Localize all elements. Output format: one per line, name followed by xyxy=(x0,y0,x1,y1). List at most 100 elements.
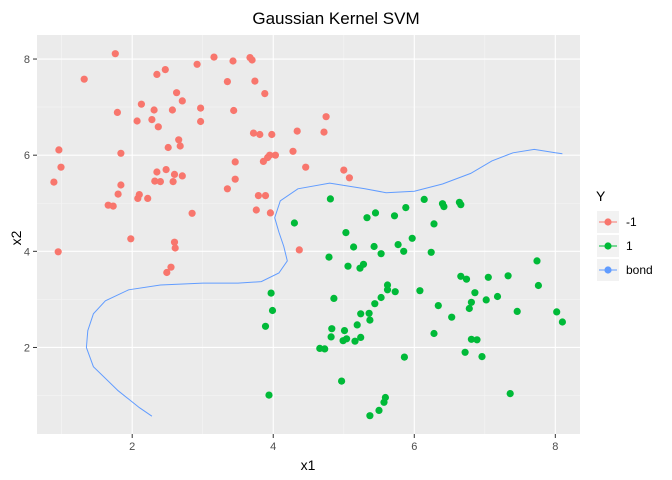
data-point xyxy=(322,113,330,121)
data-point xyxy=(448,313,456,321)
data-point xyxy=(173,89,181,97)
data-point xyxy=(462,275,471,283)
data-point xyxy=(210,53,218,61)
data-point xyxy=(150,106,158,114)
x-axis-title: x1 xyxy=(301,457,316,473)
data-point xyxy=(252,206,260,214)
data-point xyxy=(400,247,408,255)
data-point xyxy=(163,268,171,277)
data-point xyxy=(170,170,179,178)
data-point xyxy=(148,116,156,124)
data-point xyxy=(57,163,65,171)
y-tick-label: 8 xyxy=(24,54,30,66)
data-point xyxy=(290,219,298,227)
data-point xyxy=(144,194,152,202)
data-point xyxy=(365,309,373,317)
data-point xyxy=(302,163,310,171)
data-point xyxy=(231,158,239,166)
data-point xyxy=(330,294,338,302)
data-point xyxy=(168,106,176,114)
data-point xyxy=(320,128,328,136)
data-point xyxy=(197,104,205,112)
data-point xyxy=(371,209,380,217)
legend-label: bond xyxy=(626,263,653,277)
data-point xyxy=(162,166,170,174)
legend-label: 1 xyxy=(626,239,633,253)
data-point xyxy=(164,143,172,152)
data-point xyxy=(340,166,348,174)
chart-title: Gaussian Kernel SVM xyxy=(252,9,419,28)
data-point xyxy=(117,149,125,157)
data-point xyxy=(534,281,543,290)
data-point xyxy=(340,327,349,335)
data-point xyxy=(127,235,135,243)
data-point xyxy=(558,318,567,326)
data-point xyxy=(137,100,145,108)
data-point xyxy=(394,241,402,249)
data-point xyxy=(402,204,410,212)
data-point xyxy=(229,57,237,65)
data-point xyxy=(133,117,141,125)
data-point xyxy=(289,147,297,155)
legend-key xyxy=(597,259,619,281)
legend-title: Y xyxy=(596,188,606,204)
data-point xyxy=(366,316,374,324)
data-point xyxy=(197,117,205,126)
data-point xyxy=(154,123,162,131)
data-point xyxy=(325,253,333,261)
data-point xyxy=(151,177,159,185)
data-point xyxy=(371,300,379,308)
data-point xyxy=(506,390,514,398)
data-point xyxy=(223,185,231,193)
data-point xyxy=(271,151,279,159)
data-point xyxy=(113,108,121,116)
legend-key xyxy=(597,235,619,257)
data-point xyxy=(80,75,88,83)
y-axis-ticks: 2 4 6 8 xyxy=(24,54,37,354)
data-point xyxy=(167,263,175,271)
data-point xyxy=(169,178,177,186)
data-point xyxy=(363,214,371,222)
data-point xyxy=(251,77,259,85)
data-point xyxy=(267,289,275,297)
data-point xyxy=(343,335,351,343)
data-point xyxy=(266,209,274,217)
bond-line xyxy=(85,148,563,417)
data-point xyxy=(265,391,273,399)
data-point xyxy=(416,287,424,295)
points-layer xyxy=(50,50,567,420)
data-point xyxy=(109,202,117,210)
legend-items: -1 1 bond xyxy=(597,211,653,281)
data-point xyxy=(223,78,231,86)
data-point xyxy=(326,195,334,203)
data-point xyxy=(188,209,196,217)
x-tick-label: 2 xyxy=(129,441,135,453)
data-point xyxy=(400,353,408,361)
data-point xyxy=(504,272,512,280)
data-point xyxy=(434,302,442,310)
data-point xyxy=(134,194,142,202)
data-point xyxy=(256,130,264,139)
data-point xyxy=(178,97,186,105)
data-point xyxy=(114,190,122,198)
legend-label: -1 xyxy=(626,215,637,229)
data-point xyxy=(328,325,336,333)
data-point xyxy=(377,250,385,258)
data-point xyxy=(350,243,358,251)
legend: Y -1 1 bond xyxy=(596,188,653,281)
data-point xyxy=(493,292,502,301)
data-point xyxy=(327,333,335,341)
data-point xyxy=(261,90,269,98)
x-tick-label: 6 xyxy=(411,441,417,453)
data-point xyxy=(375,406,383,414)
data-point xyxy=(156,178,164,186)
data-point xyxy=(178,172,186,180)
data-point xyxy=(353,321,361,329)
data-point xyxy=(293,127,301,135)
data-point xyxy=(377,293,385,302)
data-point xyxy=(553,308,561,316)
data-point xyxy=(54,248,62,256)
data-point xyxy=(264,154,272,162)
data-point xyxy=(484,273,492,281)
data-point xyxy=(357,333,365,341)
